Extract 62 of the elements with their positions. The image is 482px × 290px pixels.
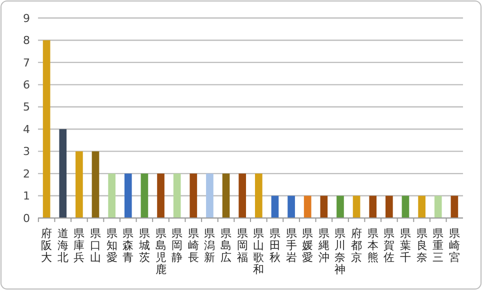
y-tick-label: 0 bbox=[23, 212, 30, 225]
bar bbox=[386, 196, 393, 218]
bar bbox=[271, 196, 279, 218]
bar bbox=[418, 196, 426, 218]
y-tick-label: 4 bbox=[23, 122, 30, 136]
x-tick-label: 岩手県 bbox=[286, 227, 297, 264]
x-tick-label: 愛知県 bbox=[106, 227, 118, 264]
y-tick-label: 5 bbox=[23, 100, 30, 114]
bar bbox=[254, 174, 262, 218]
x-tick-label: 愛媛県 bbox=[302, 227, 314, 264]
x-tick-label: 宮崎県 bbox=[448, 227, 460, 264]
bar bbox=[59, 129, 67, 218]
bar bbox=[140, 174, 148, 218]
bar bbox=[190, 174, 198, 218]
bar bbox=[108, 174, 116, 218]
x-tick-label: 三重県 bbox=[432, 227, 444, 264]
x-tick-label: 長崎県 bbox=[188, 227, 199, 264]
x-tick-label: 奈良県 bbox=[416, 227, 428, 264]
x-tick-label: 沖縄県 bbox=[317, 227, 330, 264]
bar bbox=[92, 151, 100, 218]
bar bbox=[42, 40, 50, 218]
y-tick-label: 6 bbox=[23, 78, 30, 92]
x-tick-label: 静岡県 bbox=[172, 227, 183, 264]
y-tick-label: 1 bbox=[23, 190, 30, 203]
x-tick-label: 鹿児島県 bbox=[155, 227, 166, 276]
x-tick-label: 山口県 bbox=[90, 227, 102, 264]
bar bbox=[402, 196, 410, 218]
y-tick-label: 3 bbox=[23, 145, 30, 158]
x-tick-label: 北海道 bbox=[57, 227, 68, 264]
x-tick-label: 青森県 bbox=[122, 227, 134, 264]
bar bbox=[173, 174, 181, 218]
bar bbox=[157, 174, 164, 218]
bar bbox=[336, 196, 344, 218]
bar bbox=[288, 196, 295, 218]
x-tick-label: 京都府 bbox=[351, 227, 362, 264]
bar bbox=[450, 196, 458, 218]
y-tick-label: 9 bbox=[23, 12, 30, 25]
x-tick-label: 広島県 bbox=[220, 227, 232, 264]
bar bbox=[320, 196, 328, 218]
bar bbox=[206, 174, 214, 218]
x-tick-label: 和歌山県 bbox=[253, 227, 264, 276]
bar bbox=[222, 174, 230, 218]
bar bbox=[304, 196, 312, 218]
bar bbox=[76, 151, 83, 218]
x-tick-label: 神奈川県 bbox=[334, 227, 346, 276]
bar bbox=[434, 196, 442, 218]
y-tick-label: 8 bbox=[23, 34, 30, 48]
bar bbox=[238, 174, 246, 218]
x-tick-label: 新潟県 bbox=[204, 227, 216, 264]
x-tick-label: 茨城県 bbox=[138, 227, 150, 264]
x-tick-label: 熊本県 bbox=[367, 227, 378, 264]
y-tick-label: 7 bbox=[23, 56, 30, 70]
x-tick-label: 千葉県 bbox=[400, 227, 411, 264]
x-tick-label: 佐賀県 bbox=[384, 227, 395, 264]
x-tick-label: 大阪府 bbox=[41, 227, 52, 264]
bar bbox=[352, 196, 360, 218]
bar bbox=[124, 174, 132, 218]
x-tick-label: 秋田県 bbox=[269, 227, 280, 264]
bar bbox=[369, 196, 377, 218]
x-tick-label: 福岡県 bbox=[236, 227, 248, 264]
x-tick-label: 兵庫県 bbox=[74, 227, 85, 264]
y-tick-label: 2 bbox=[23, 167, 30, 180]
